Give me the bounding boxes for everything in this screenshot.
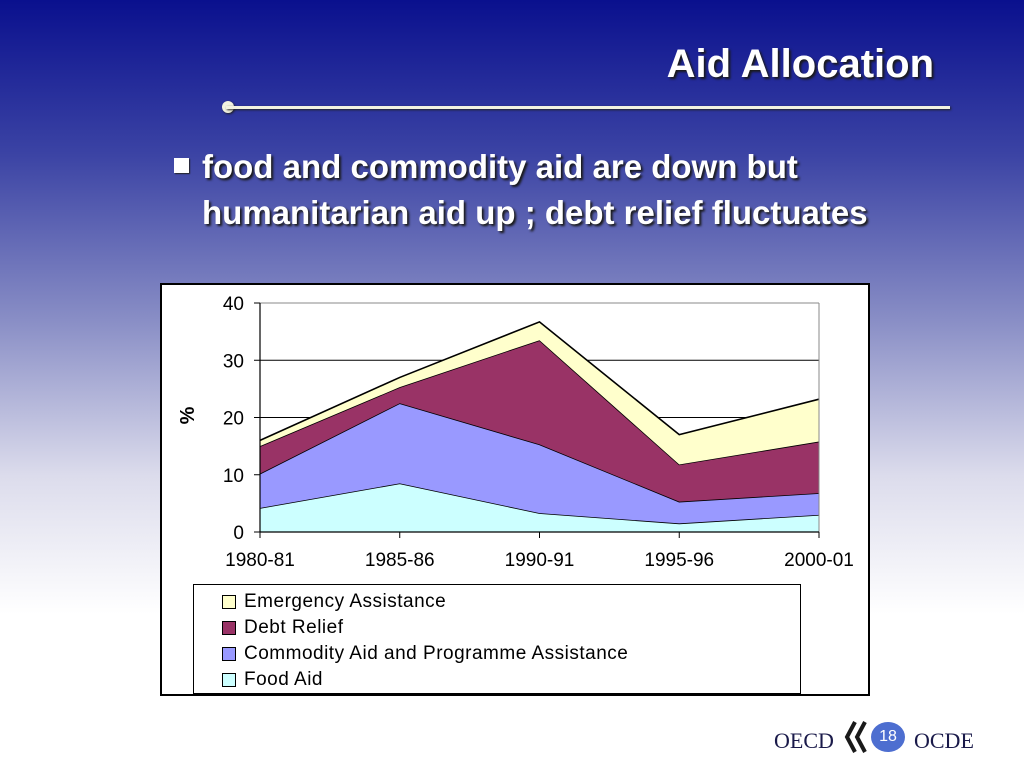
legend-label: Emergency Assistance — [244, 591, 447, 612]
area-commodity-aid-and-programme-assistance — [260, 403, 819, 524]
area-food-aid — [260, 483, 819, 532]
x-tick-label: 1980-81 — [225, 550, 295, 571]
y-tick-label: 30 — [223, 351, 244, 372]
legend-label: Debt Relief — [244, 617, 344, 638]
chart-frame: 0 10 20 30 40 1980-81 1985-86 1990-91 1995-96 200… — [160, 283, 870, 696]
bullet-text: food and commodity aid are down but huma… — [202, 148, 868, 231]
legend-label: Food Aid — [244, 669, 323, 690]
oecd-logo-icon — [844, 721, 867, 753]
legend-swatch — [222, 673, 236, 687]
slide-title: Aid Allocation — [666, 42, 934, 86]
y-tick-label: 20 — [223, 409, 244, 430]
x-tick-label: 1985-86 — [365, 550, 435, 571]
stacked-area-chart: 0 10 20 30 40 1980-81 1985-86 1990-91 1995-96 200… — [177, 294, 854, 571]
y-tick-label: 0 — [233, 523, 244, 544]
footer-ocde-text: OCDE — [914, 728, 974, 753]
legend-swatch — [222, 647, 236, 661]
y-axis-label: % — [177, 406, 199, 424]
legend-item: Food Aid — [222, 667, 323, 693]
y-tick-label: 10 — [223, 466, 244, 487]
y-tick-label: 40 — [223, 294, 244, 315]
legend-swatch — [222, 595, 236, 609]
area-emergency-assistance — [260, 321, 819, 465]
legend-item: Debt Relief — [222, 615, 344, 641]
page-number: 18 — [871, 722, 905, 752]
x-tick-label: 1995-96 — [644, 550, 714, 571]
footer-oecd-text: OECD — [774, 728, 834, 753]
legend-label: Commodity Aid and Programme Assistance — [244, 643, 629, 664]
legend-swatch — [222, 621, 236, 635]
title-underline — [226, 106, 950, 109]
chart-legend: Emergency Assistance Debt Relief Commodity… — [193, 584, 801, 694]
area-debt-relief — [260, 340, 819, 502]
x-tick-label: 1990-91 — [505, 550, 575, 571]
legend-item: Commodity Aid and Programme Assistance — [222, 641, 628, 667]
series-line — [259, 320, 820, 442]
square-bullet-icon — [174, 158, 189, 173]
legend-item: Emergency Assistance — [222, 589, 446, 615]
bullet-point: food and commodity aid are down but huma… — [170, 144, 950, 236]
series-line — [259, 402, 820, 503]
x-tick-label: 2000-01 — [784, 550, 854, 571]
